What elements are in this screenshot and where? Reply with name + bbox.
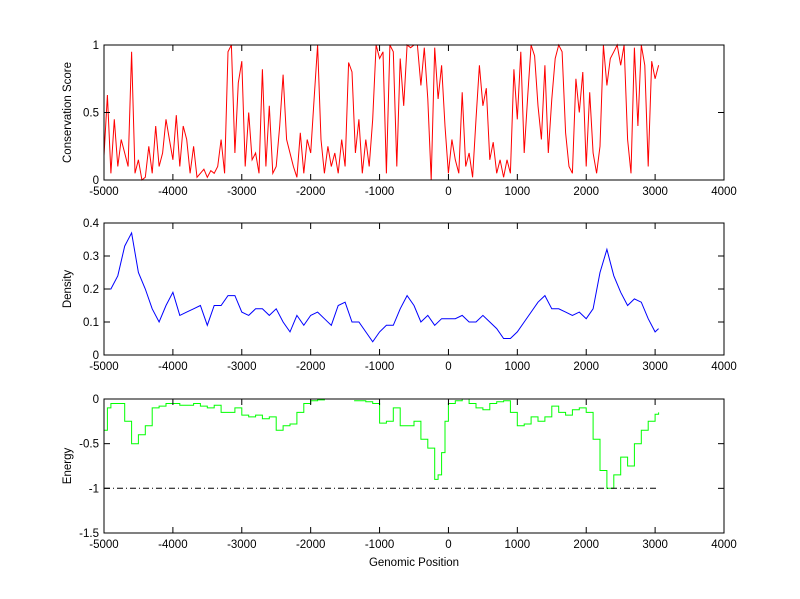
x-tick-label: 3000 bbox=[642, 361, 668, 373]
axes-frame bbox=[103, 222, 725, 356]
x-tick-label: 4000 bbox=[711, 186, 737, 198]
x-axis-label: Genomic Position bbox=[369, 557, 459, 569]
x-tick-label: -3000 bbox=[227, 186, 256, 198]
x-tick-label: -4000 bbox=[158, 539, 187, 551]
subplot-1: -5000 -4000 -3000 -2000 -1000 0 1000 2000 3000 40… bbox=[62, 40, 737, 198]
y-tick-label: -0.5 bbox=[79, 439, 99, 451]
y-axis-label: Density bbox=[62, 270, 74, 309]
x-tick-label: 2000 bbox=[573, 361, 599, 373]
subplot-2: -5000 -4000 -3000 -2000 -1000 0 1000 2000 3000 40… bbox=[62, 218, 737, 373]
x-tick-label: 3000 bbox=[642, 186, 668, 198]
y-tick-label: 0 bbox=[93, 394, 99, 406]
x-tick-label: -2000 bbox=[296, 186, 325, 198]
x-tick-label: -5000 bbox=[89, 539, 118, 551]
energy-line bbox=[104, 399, 325, 445]
y-axis-label: Energy bbox=[62, 448, 74, 485]
y-tick-label: 1 bbox=[93, 40, 99, 52]
x-tick-label: -5000 bbox=[89, 186, 118, 198]
x-tick-label: 1000 bbox=[505, 186, 531, 198]
y-tick-label: -1.5 bbox=[79, 528, 99, 540]
energy-line bbox=[354, 398, 660, 489]
x-tick-label: 3000 bbox=[642, 539, 668, 551]
x-tick-label: 0 bbox=[445, 539, 451, 551]
x-tick-label: -3000 bbox=[227, 361, 256, 373]
x-tick-label: 1000 bbox=[505, 361, 531, 373]
x-tick-label: -2000 bbox=[296, 539, 325, 551]
y-tick-label: 0 bbox=[93, 175, 99, 187]
x-tick-label: 2000 bbox=[573, 186, 599, 198]
axes-frame bbox=[103, 398, 725, 534]
x-tick-label: -5000 bbox=[89, 361, 118, 373]
x-tick-label: 4000 bbox=[711, 539, 737, 551]
x-tick-label: 0 bbox=[445, 186, 451, 198]
x-tick-label: -1000 bbox=[365, 539, 394, 551]
y-tick-label: 0.1 bbox=[83, 317, 99, 329]
y-tick-label: 0.3 bbox=[83, 251, 99, 263]
x-tick-label: 0 bbox=[445, 361, 451, 373]
x-tick-label: 2000 bbox=[573, 539, 599, 551]
x-tick-label: -1000 bbox=[365, 186, 394, 198]
x-tick-label: -3000 bbox=[227, 539, 256, 551]
y-tick-label: 0.2 bbox=[83, 284, 99, 296]
x-tick-label: -4000 bbox=[158, 186, 187, 198]
y-tick-label: 0.4 bbox=[83, 218, 100, 230]
x-tick-label: 4000 bbox=[711, 361, 737, 373]
y-axis-label: Conservation Score bbox=[62, 62, 74, 163]
y-tick-label: 0 bbox=[93, 350, 99, 362]
x-tick-label: -1000 bbox=[365, 361, 394, 373]
conservation-line bbox=[103, 43, 660, 181]
x-tick-label: -4000 bbox=[158, 361, 187, 373]
y-tick-label: 0.5 bbox=[83, 108, 99, 120]
y-tick-label: -1 bbox=[89, 483, 99, 495]
x-tick-label: 1000 bbox=[505, 539, 531, 551]
x-tick-label: -2000 bbox=[296, 361, 325, 373]
density-line bbox=[104, 231, 659, 343]
subplot-3: -5000 -4000 -3000 -2000 -1000 0 1000 2000 3000 40… bbox=[62, 394, 737, 551]
